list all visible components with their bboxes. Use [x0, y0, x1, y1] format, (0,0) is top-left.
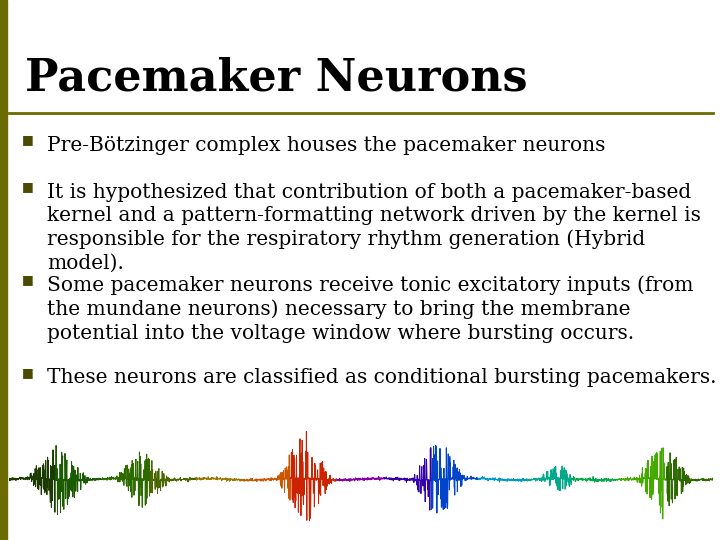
Text: These neurons are classified as conditional bursting pacemakers.: These neurons are classified as conditio… [47, 368, 716, 387]
Text: ■: ■ [22, 133, 33, 146]
Text: Pre-Bötzinger complex houses the pacemaker neurons: Pre-Bötzinger complex houses the pacemak… [47, 136, 606, 155]
Text: Some pacemaker neurons receive tonic excitatory inputs (from
the mundane neurons: Some pacemaker neurons receive tonic exc… [47, 275, 693, 343]
Bar [0, 0, 7, 540]
Text: ■: ■ [22, 366, 33, 379]
Text: Pacemaker Neurons: Pacemaker Neurons [25, 57, 528, 100]
Text: ■: ■ [22, 180, 33, 193]
Text: It is hypothesized that contribution of both a pacemaker-based
kernel and a patt: It is hypothesized that contribution of … [47, 183, 701, 273]
Text: ■: ■ [22, 273, 33, 286]
